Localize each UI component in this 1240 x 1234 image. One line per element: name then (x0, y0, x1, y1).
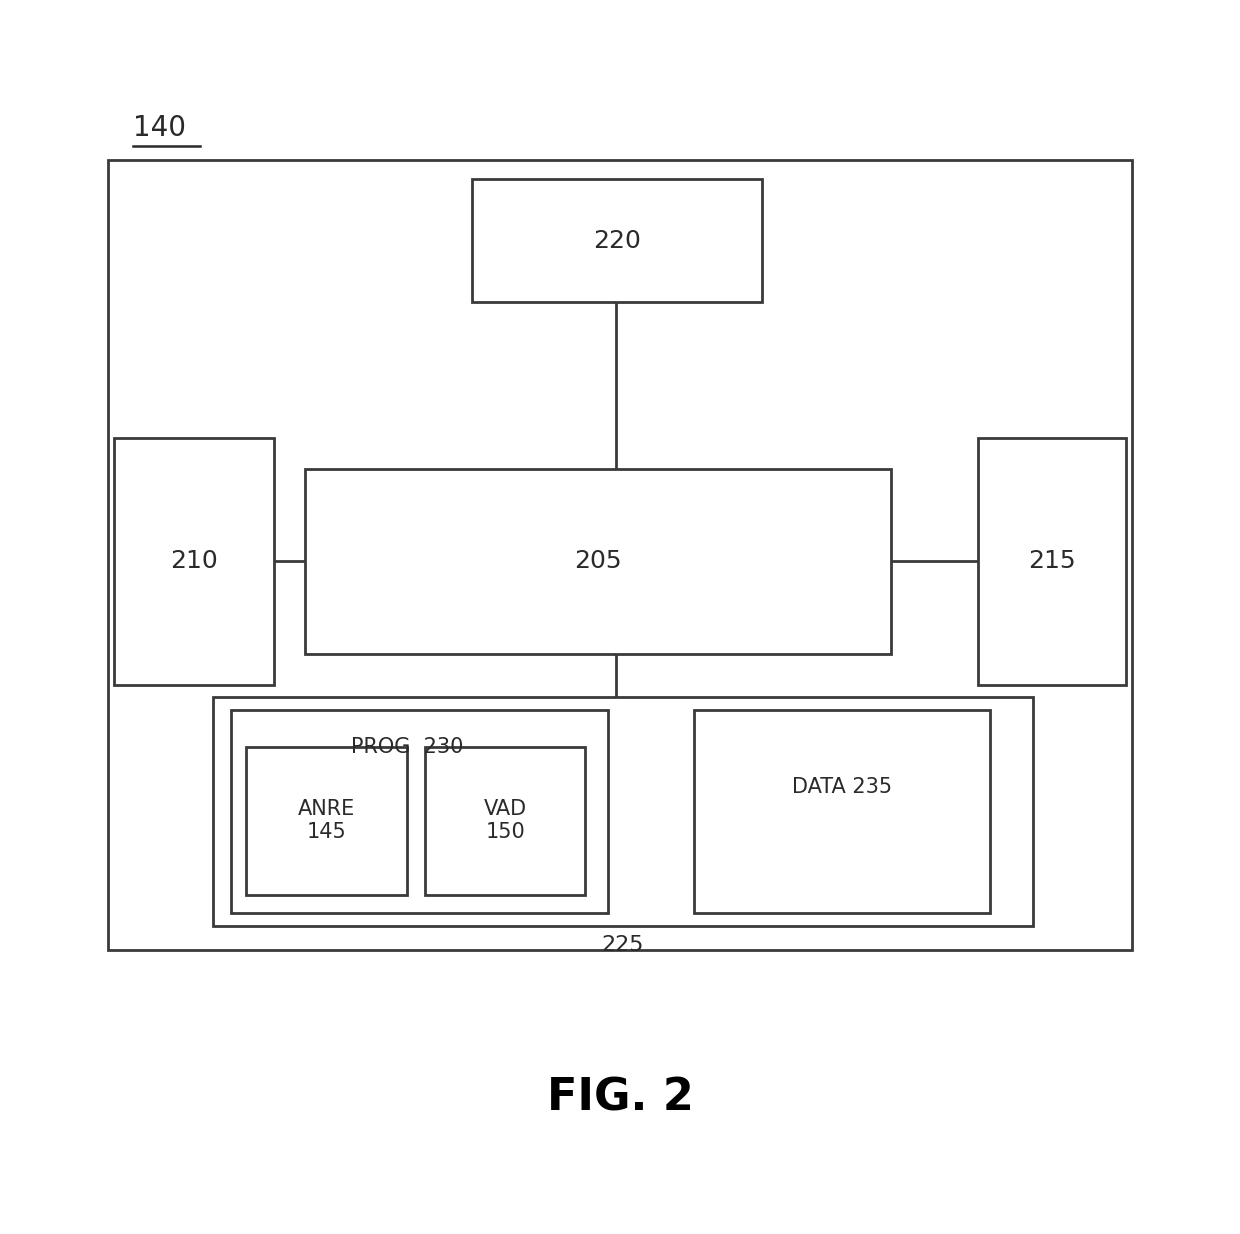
Text: 225: 225 (601, 935, 645, 955)
Text: PROG  230: PROG 230 (351, 737, 464, 756)
Bar (114, 438, 274, 685)
Bar (108, 160, 1132, 950)
Text: ANRE
145: ANRE 145 (298, 798, 355, 843)
Bar (213, 697, 1033, 926)
Text: 205: 205 (574, 549, 622, 574)
Bar (694, 710, 991, 913)
Text: FIG. 2: FIG. 2 (547, 1077, 693, 1119)
Bar (978, 438, 1126, 685)
Text: 215: 215 (1028, 549, 1076, 574)
Text: 210: 210 (170, 549, 218, 574)
Bar (472, 179, 761, 302)
Text: 140: 140 (133, 114, 186, 142)
Bar (305, 469, 892, 654)
Text: VAD
150: VAD 150 (484, 798, 527, 843)
Text: DATA 235: DATA 235 (792, 776, 893, 797)
Bar (246, 747, 407, 895)
Text: 220: 220 (593, 228, 641, 253)
Bar (232, 710, 608, 913)
Bar (425, 747, 585, 895)
